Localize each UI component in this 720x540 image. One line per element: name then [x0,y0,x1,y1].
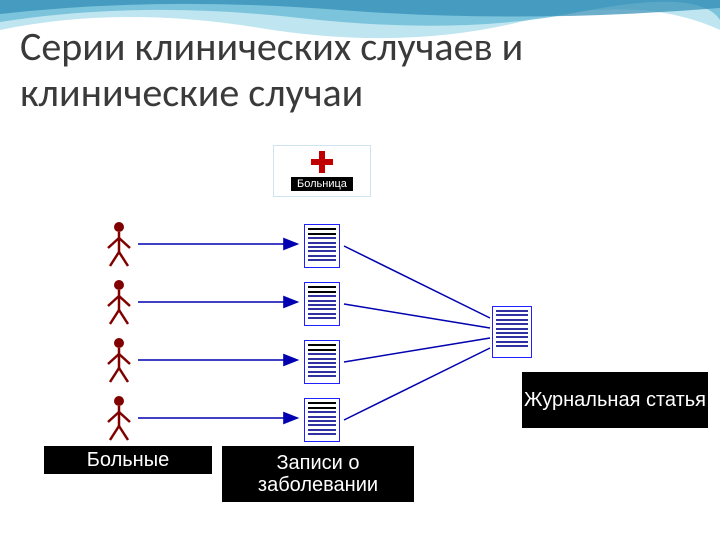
patient-figure [104,336,134,384]
patient-figure [104,278,134,326]
journal-box [492,306,532,358]
record-box [304,340,340,384]
cross-icon [311,151,333,173]
hospital-label: Больница [291,177,353,191]
record-box [304,398,340,442]
patient-figure [104,220,134,268]
patient-figure [104,394,134,442]
record-box [304,282,340,326]
hospital-box: Больница [273,145,371,197]
page-title: Серии клинических случаев и клинические … [20,24,700,116]
record-box [304,224,340,268]
journal-label: Журнальная статья [522,372,708,428]
patients-label: Больные [44,446,212,474]
records-label: Записи о заболевании [222,446,414,502]
